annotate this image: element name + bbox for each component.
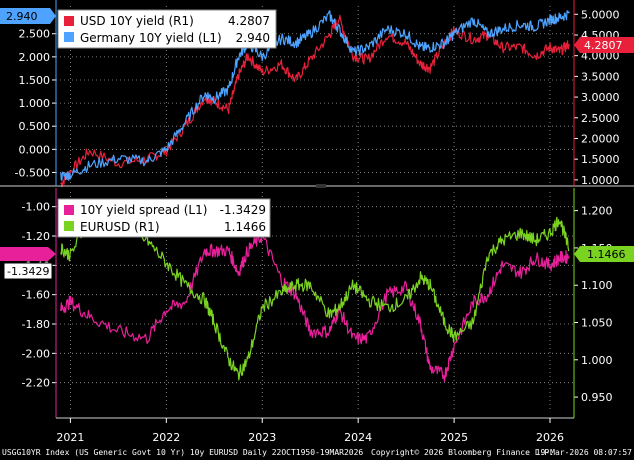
usd-flag-arrow <box>574 37 580 53</box>
left-tick-label: -1.60 <box>22 289 50 302</box>
left-tick-label: -1.20 <box>22 230 50 243</box>
footer-timestamp: 19-Mar-2026 08:07:57 <box>536 448 633 457</box>
eurusd-legend-swatch <box>64 221 74 231</box>
spread-flag-arrow <box>48 247 56 261</box>
eurusd-last-value-flag: 1.1466 <box>574 246 634 262</box>
right-tick-label: 2.5000 <box>581 112 620 125</box>
bottom-legend[interactable]: 10Y yield spread (L1) -1.3429 EURUSD (R1… <box>57 198 271 238</box>
x-tick-label: 2025 <box>440 431 468 444</box>
germany-legend-label: Germany 10Y yield (L1) <box>80 31 222 45</box>
top-legend[interactable]: USD 10Y yield (R1) 4.2807 Germany 10Y yi… <box>57 9 277 49</box>
usd-legend-swatch <box>64 16 74 26</box>
left-tick-label: -1.80 <box>22 318 50 331</box>
spread-last-value-flag-2: -1.3429 <box>3 262 53 280</box>
right-tick-label: 1.200 <box>581 205 613 218</box>
spread-legend-label: 10Y yield spread (L1) <box>80 203 207 217</box>
germany-last-value-flag: 2.940 <box>0 8 56 24</box>
germany-legend-swatch <box>64 32 74 42</box>
left-tick-label: -2.00 <box>22 347 50 360</box>
series-line-usd <box>60 14 570 188</box>
panel-resize-handle[interactable] <box>316 184 326 188</box>
spread-flag2-text: -1.3429 <box>7 265 49 278</box>
left-tick-label: 2.500 <box>19 28 51 41</box>
left-tick-label: 1.500 <box>19 74 51 87</box>
right-tick-label: 1.000 <box>581 354 613 367</box>
usd-legend-label: USD 10Y yield (R1) <box>80 14 194 28</box>
left-tick-label: 0.500 <box>19 120 51 133</box>
right-tick-label: 3.0000 <box>581 91 620 104</box>
germany-legend-value: 2.940 <box>236 31 270 45</box>
usd-last-value-flag: 4.2807 <box>574 37 634 53</box>
series-line-germany <box>60 10 570 181</box>
right-tick-label: 0.950 <box>581 391 613 404</box>
usd-legend-value: 4.2807 <box>228 14 270 28</box>
top-panel: -0.500 0.000 0.500 1.000 1.500 2.000 2.500 1.00… <box>15 6 620 188</box>
usd-flag-text: 4.2807 <box>584 39 623 52</box>
x-tick-label: 2022 <box>152 431 180 444</box>
bottom-legend-box <box>57 198 271 238</box>
x-tick-label: 2024 <box>344 431 372 444</box>
x-axis-ticks: 2021 2022 2023 2024 2025 2026 <box>56 418 564 444</box>
x-tick-label: 2023 <box>248 431 276 444</box>
right-tick-label: 1.0000 <box>581 174 620 187</box>
left-tick-label: -1.00 <box>22 201 50 214</box>
spread-last-value-flag <box>0 247 56 261</box>
eurusd-flag-bg <box>580 246 634 262</box>
germany-flag-arrow <box>50 8 56 24</box>
left-tick-label: -2.20 <box>22 377 50 390</box>
left-tick-label: 1.000 <box>19 97 51 110</box>
right-tick-label: 5.0000 <box>581 8 620 21</box>
right-tick-label: 1.050 <box>581 317 613 330</box>
usd-flag-bg <box>580 37 634 53</box>
spread-legend-value: -1.3429 <box>220 203 266 217</box>
eurusd-flag-arrow <box>574 246 580 262</box>
x-tick-label: 2021 <box>56 431 84 444</box>
series-line-spread <box>60 232 570 382</box>
eurusd-legend-label: EURUSD (R1) <box>80 220 160 234</box>
right-tick-label: 1.5000 <box>581 153 620 166</box>
eurusd-legend-value: 1.1466 <box>224 220 266 234</box>
footer-copyright: Copyright© 2026 Bloomberg Finance L.P. <box>371 448 554 457</box>
germany-flag-bg <box>0 8 50 24</box>
spread-legend-swatch <box>64 205 74 215</box>
series-line-eurusd <box>60 214 570 381</box>
left-tick-label: 2.000 <box>19 51 51 64</box>
top-legend-box <box>57 9 277 49</box>
right-tick-label: 3.5000 <box>581 70 620 83</box>
right-tick-label: 1.100 <box>581 279 613 292</box>
spread-flag2-bg <box>3 262 53 280</box>
spread-flag-bg <box>0 247 48 261</box>
left-tick-label: 0.000 <box>19 143 51 156</box>
right-tick-label: 2.0000 <box>581 132 620 145</box>
x-tick-label: 2026 <box>536 431 564 444</box>
germany-flag-text: 2.940 <box>6 10 38 23</box>
footer-source: USGG10YR Index (US Generic Govt 10 Yr) 1… <box>2 448 363 457</box>
eurusd-flag-text: 1.1466 <box>587 248 626 261</box>
left-tick-label: -0.500 <box>15 166 50 179</box>
